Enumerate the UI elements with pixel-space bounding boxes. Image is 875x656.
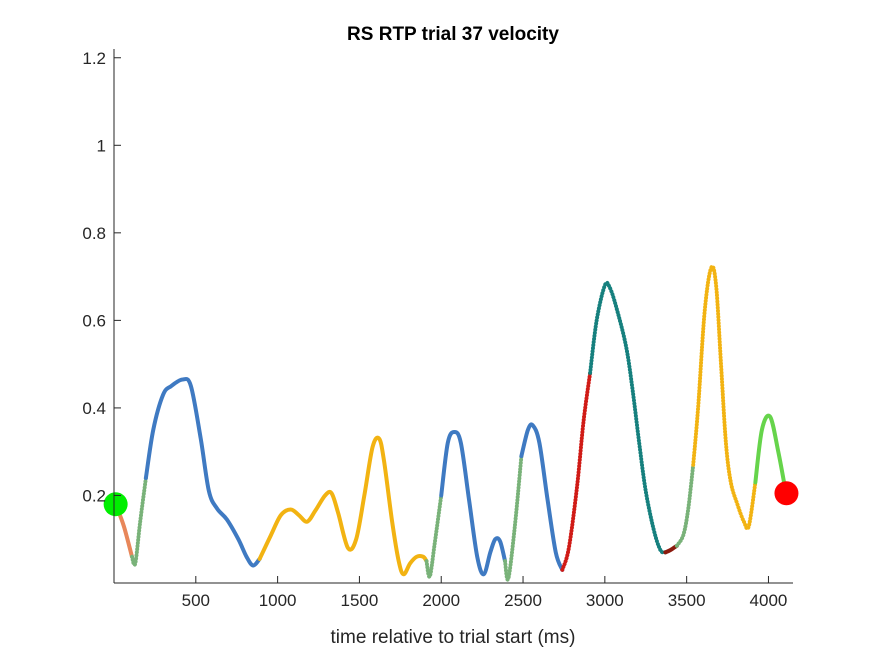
y-tick-label: 0.4 [82,399,106,418]
velocity-segment-3 [143,376,262,568]
x-tick-label: 1000 [259,591,297,610]
velocity-segment-9 [560,370,593,572]
y-tick-label: 0.6 [82,311,106,330]
velocity-segment-8 [519,422,565,572]
velocity-segment-4 [257,435,429,577]
x-tick-label: 2000 [422,591,460,610]
x-axis-label: time relative to trial start (ms) [331,627,576,648]
axes [113,49,793,584]
velocity-segment-13 [691,264,758,531]
x-tick-label: 500 [182,591,210,610]
plot-series [113,264,787,582]
y-ticks: 0.2 0.4 0.6 0.8 1 1.2 [82,49,121,505]
velocity-segment-10 [588,280,668,555]
x-tick-label: 3500 [668,591,706,610]
velocity-segment-6 [439,429,508,577]
velocity-segment-2 [130,475,148,567]
velocity-segment-5 [424,493,444,579]
chart-title: RS RTP trial 37 velocity [347,24,559,45]
start-marker [103,492,128,517]
velocity-segment-14 [753,413,787,489]
x-tick-label: 4000 [750,591,788,610]
x-tick-label: 2500 [504,591,542,610]
plot-markers [103,481,799,517]
velocity-segment-7 [503,454,524,582]
x-tick-label: 3000 [586,591,624,610]
y-tick-label: 0.2 [82,486,106,505]
x-tick-label: 1500 [341,591,379,610]
y-tick-label: 1.2 [82,49,106,68]
x-ticks: 500 1000 1500 2000 2500 3000 3500 4000 [182,576,788,610]
end-marker [774,481,799,506]
y-tick-label: 0.8 [82,224,106,243]
y-tick-label: 1 [97,136,106,155]
velocity-segment-12 [674,462,696,548]
